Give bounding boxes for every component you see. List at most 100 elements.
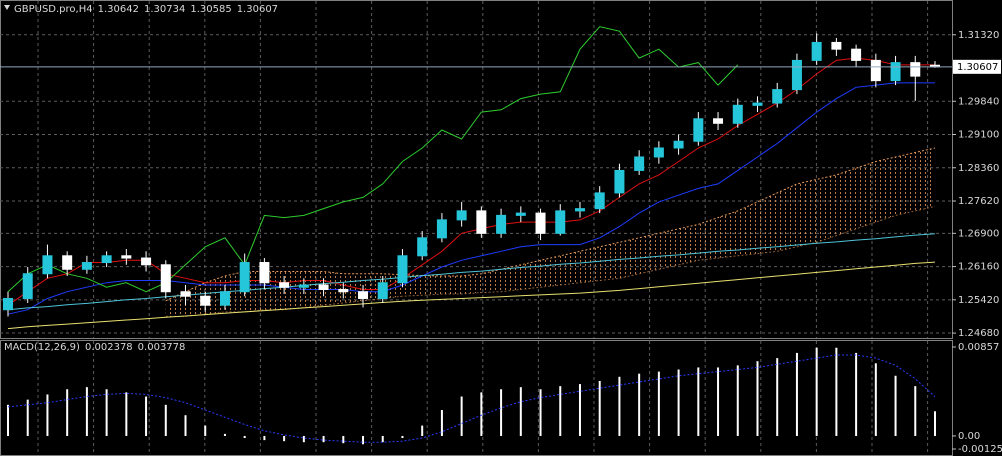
y-tick-label: 1.24680 xyxy=(958,328,999,339)
candle-body xyxy=(910,62,921,77)
candle-body xyxy=(279,282,290,288)
ichimoku-cloud xyxy=(165,147,935,317)
candle-body xyxy=(574,208,585,212)
macd-bar xyxy=(815,347,818,436)
macd-bar xyxy=(480,392,483,436)
macd-bar xyxy=(26,399,29,436)
macd-bar xyxy=(657,371,660,436)
macd-bar xyxy=(381,435,384,443)
macd-bar xyxy=(85,387,88,436)
candle-body xyxy=(791,59,802,91)
macd-bar xyxy=(756,361,759,436)
candle-body xyxy=(870,59,881,82)
chart-header: GBPUSD.pro,H4 1.30642 1.30734 1.30585 1.3060… xyxy=(14,4,278,15)
macd-bar xyxy=(736,365,739,436)
candle-body xyxy=(200,295,211,306)
macd-bar xyxy=(500,389,503,436)
candle-body xyxy=(851,48,862,61)
y-tick-label: 1.25420 xyxy=(958,295,999,306)
y-tick-label: 0.00 xyxy=(958,431,980,442)
candle-body xyxy=(496,214,507,234)
y-tick-label: 1.27620 xyxy=(958,196,999,207)
candle-body xyxy=(121,255,132,259)
y-tick-label: -0.001256 xyxy=(958,444,1002,455)
macd-bar xyxy=(894,375,897,436)
y-tick-label: 1.28360 xyxy=(958,163,999,174)
macd-header-value: 0.002378 xyxy=(85,342,133,353)
candle-body xyxy=(318,284,329,290)
y-tick-label: 1.29100 xyxy=(958,130,999,141)
price-pane-frame xyxy=(0,0,953,339)
macd-bar xyxy=(519,387,522,436)
macd-bar xyxy=(223,433,226,436)
candle-body xyxy=(417,237,428,257)
macd-bar xyxy=(46,394,49,436)
header-value: 1.30642 xyxy=(98,4,139,15)
macd-bar xyxy=(164,404,167,436)
macd-bar xyxy=(362,435,365,445)
macd-bar xyxy=(914,386,917,436)
y-tick-label: 1.31320 xyxy=(958,30,999,41)
macd-bar xyxy=(184,415,187,436)
header-value: 1.30734 xyxy=(144,4,185,15)
macd-bar xyxy=(677,369,680,436)
macd-bar xyxy=(697,367,700,436)
candle-body xyxy=(653,147,664,158)
macd-bar xyxy=(421,425,424,436)
macd-bar xyxy=(855,352,858,436)
macd-header-value: MACD(12,26,9) xyxy=(4,342,80,353)
macd-bar xyxy=(302,435,305,443)
macd-bar xyxy=(638,373,641,436)
macd-bar xyxy=(342,435,345,444)
candle-body xyxy=(338,288,349,293)
y-tick-label: 1.26160 xyxy=(958,262,999,273)
macd-bar xyxy=(559,386,562,436)
macd-bar xyxy=(204,425,207,436)
candle-body xyxy=(62,255,73,270)
y-tick-label: 1.29840 xyxy=(958,96,999,107)
current-price-box xyxy=(953,59,1001,74)
candle-body xyxy=(673,140,684,149)
macd-bar xyxy=(322,435,325,443)
candle-body xyxy=(239,262,250,293)
candle-body xyxy=(713,118,724,124)
macd-bar xyxy=(618,376,621,436)
macd-bar xyxy=(66,389,69,436)
candle-body xyxy=(634,156,645,171)
candle-body xyxy=(831,41,842,50)
candle-body xyxy=(377,282,388,299)
y-tick-label: 1.26900 xyxy=(958,228,999,239)
candle-body xyxy=(180,291,191,297)
macd-header: MACD(12,26,9) 0.002378 0.003778 xyxy=(4,342,185,353)
y-tick-label: 0.00857 xyxy=(958,342,999,353)
candle-body xyxy=(219,291,230,306)
macd-bar xyxy=(776,358,779,436)
candle-body xyxy=(772,89,783,104)
candle-body xyxy=(811,41,822,61)
symbol-icon xyxy=(4,5,10,10)
candle-body xyxy=(535,212,546,234)
candle-body xyxy=(752,102,763,106)
candle-body xyxy=(81,262,92,270)
candle-body xyxy=(160,264,171,293)
macd-bar xyxy=(874,363,877,436)
candle-body xyxy=(476,210,487,234)
header-value: 1.30585 xyxy=(190,4,231,15)
macd-bar xyxy=(263,435,266,441)
macd-bar xyxy=(934,411,936,436)
indicator-line xyxy=(7,261,936,330)
candle-body xyxy=(614,169,625,194)
macd-bar xyxy=(145,396,148,436)
macd-bar xyxy=(440,410,443,436)
macd-bar xyxy=(717,367,720,436)
candle-body xyxy=(141,257,152,266)
candle-body xyxy=(101,255,112,264)
candle-body xyxy=(42,255,53,275)
header-value: 1.30607 xyxy=(237,4,278,15)
candle-body xyxy=(436,219,447,239)
candle-body xyxy=(555,210,566,234)
macd-bar xyxy=(125,392,128,436)
candle-body xyxy=(456,210,467,221)
